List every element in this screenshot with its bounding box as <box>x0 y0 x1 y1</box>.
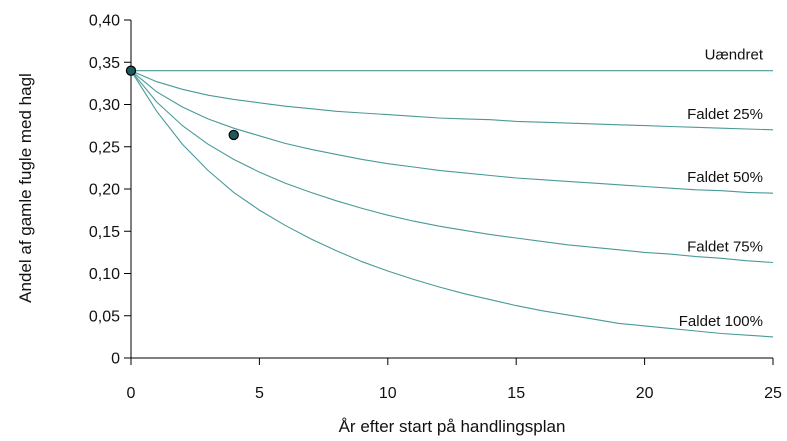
series-line <box>130 70 774 264</box>
series-labels: Uændret Faldet 25% Faldet 50% Faldet 75% Fal… <box>679 47 764 330</box>
y-tick-label: 0,30 <box>89 97 120 114</box>
x-tick-label: 20 <box>636 385 654 402</box>
y-tick-label: 0 <box>111 351 120 368</box>
data-point <box>125 65 137 76</box>
series-line <box>130 70 774 131</box>
series-lines <box>130 70 774 338</box>
x-tick-label: 15 <box>507 385 525 402</box>
series-line <box>130 70 774 338</box>
y-tick-label: 0,15 <box>89 224 120 241</box>
x-tick-label: 5 <box>255 385 264 402</box>
y-tick-label: 0,35 <box>89 55 120 72</box>
x-tick-label: 25 <box>764 385 782 402</box>
x-axis-ticks: 0 5 10 15 20 25 <box>127 358 782 402</box>
series-label: Faldet 100% <box>679 313 763 330</box>
y-tick-label: 0,25 <box>89 139 120 156</box>
x-tick-label: 0 <box>127 385 136 402</box>
series-label: Uændret <box>705 47 764 64</box>
y-tick-label: 0,05 <box>89 308 120 325</box>
y-tick-label: 0,40 <box>89 13 120 30</box>
y-axis-title: Andel af gamle fugle med hagl <box>16 73 35 303</box>
y-axis-ticks: 0 0,05 0,10 0,15 0,20 0,25 0,30 0,35 0,40 <box>89 13 131 368</box>
data-points <box>125 65 239 141</box>
x-axis-title: År efter start på handlingsplan <box>339 417 566 436</box>
x-tick-label: 10 <box>379 385 397 402</box>
series-label: Faldet 50% <box>687 169 763 186</box>
data-point <box>228 129 239 141</box>
series-label: Faldet 75% <box>687 239 763 256</box>
series-label: Faldet 25% <box>687 106 763 123</box>
series-line <box>130 70 774 194</box>
y-tick-label: 0,10 <box>89 266 120 283</box>
y-tick-label: 0,20 <box>89 182 120 199</box>
